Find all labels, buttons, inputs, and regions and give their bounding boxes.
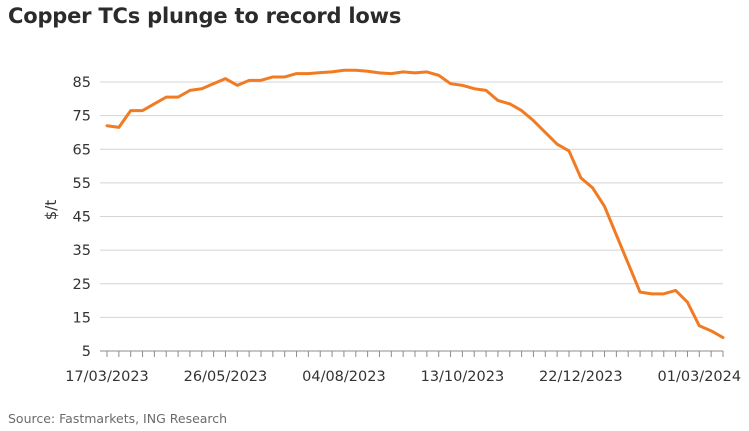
data-point: [425, 71, 428, 74]
data-point: [627, 262, 630, 265]
data-point: [331, 71, 334, 74]
data-point: [283, 76, 286, 79]
data-point: [485, 89, 488, 92]
data-point: [449, 82, 452, 85]
data-point: [402, 71, 405, 74]
x-tick-label: 26/05/2023: [184, 369, 268, 385]
data-point: [722, 336, 725, 339]
y-tick-label-5: 5: [82, 344, 91, 360]
data-point: [129, 109, 132, 112]
data-point: [508, 102, 511, 105]
x-tick-label: 22/12/2023: [539, 369, 623, 385]
y-tick-label-35: 35: [73, 243, 91, 259]
x-tick-label: 13/10/2023: [421, 369, 505, 385]
data-point: [556, 143, 559, 146]
data-point: [414, 72, 417, 75]
data-point: [200, 87, 203, 90]
y-tick-label-15: 15: [73, 310, 91, 326]
data-point: [295, 72, 298, 75]
data-point: [698, 324, 701, 327]
data-point: [651, 292, 654, 295]
x-tick-label: 17/03/2023: [65, 369, 149, 385]
data-point: [319, 71, 322, 74]
data-point: [674, 289, 677, 292]
x-axis-tick-labels: 17/03/2023 26/05/2023 04/08/2023 13/10/2023…: [65, 369, 741, 385]
data-point: [461, 84, 464, 87]
data-point: [189, 89, 192, 92]
data-point: [710, 329, 713, 332]
data-point: [473, 87, 476, 90]
y-axis-tick-labels: 5 15 25 35 45 55 65 75 85: [73, 75, 91, 360]
series-layer: [105, 68, 725, 340]
y-tick-label-45: 45: [73, 210, 91, 226]
data-point: [615, 234, 618, 237]
data-point: [153, 102, 156, 105]
data-point: [662, 292, 665, 295]
chart-title: Copper TCs plunge to record lows: [8, 4, 402, 28]
data-point: [141, 109, 144, 112]
data-point: [544, 131, 547, 134]
data-point: [165, 96, 168, 99]
data-point: [354, 69, 357, 72]
data-point: [271, 76, 274, 79]
data-point: [579, 176, 582, 179]
data-point: [591, 187, 594, 190]
series-line: [105, 68, 725, 340]
data-point: [366, 70, 369, 73]
data-point: [106, 124, 109, 127]
data-point: [343, 69, 346, 72]
gridlines: [100, 81, 723, 318]
x-tick-label: 01/03/2024: [658, 369, 742, 385]
data-point: [307, 72, 310, 75]
data-point: [224, 77, 227, 80]
y-tick-label-55: 55: [73, 176, 91, 192]
data-point: [639, 291, 642, 294]
data-point: [568, 150, 571, 153]
x-axis: [100, 350, 724, 357]
data-point: [378, 72, 381, 75]
data-point: [437, 74, 440, 77]
y-tick-label-75: 75: [73, 109, 91, 125]
data-point: [177, 96, 180, 99]
data-point: [603, 205, 606, 208]
data-point: [532, 119, 535, 122]
y-axis-label: $/t: [42, 200, 60, 221]
y-tick-label-85: 85: [73, 75, 91, 91]
data-point: [212, 82, 215, 85]
data-point: [520, 109, 523, 112]
data-point: [390, 72, 393, 75]
data-point: [248, 79, 251, 82]
x-tick-label: 04/08/2023: [302, 369, 386, 385]
data-point: [236, 84, 239, 87]
data-point: [117, 126, 120, 129]
y-tick-label-65: 65: [73, 142, 91, 158]
source-note: Source: Fastmarkets, ING Research: [8, 411, 228, 426]
data-point: [686, 301, 689, 304]
data-point: [497, 99, 500, 102]
data-point: [260, 79, 263, 82]
y-tick-label-25: 25: [73, 277, 91, 293]
